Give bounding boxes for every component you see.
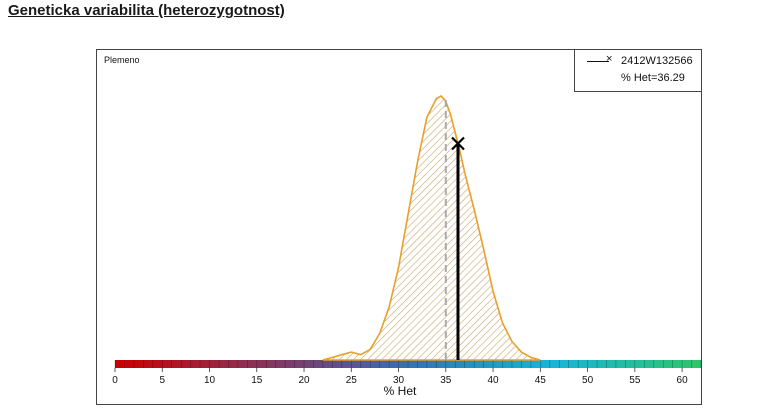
x-tick-label-35: 35 (440, 375, 452, 386)
group-label: Plemeno (104, 55, 140, 65)
density-chart: 0 5 10 15 20 25 30 35 40 45 50 55 60 (112, 94, 701, 386)
color-scale-bar (115, 360, 701, 368)
legend-marker-symbol: × (606, 53, 613, 65)
x-tick-label-50: 50 (582, 375, 594, 386)
x-tick-label-20: 20 (298, 375, 310, 386)
page-title: Geneticka variabilita (heterozygotnost) (8, 2, 285, 19)
x-tick-label-0: 0 (112, 375, 118, 386)
x-tick-label-45: 45 (535, 375, 547, 386)
x-tick-label-30: 30 (393, 375, 405, 386)
legend-sample-value: % Het=36.29 (621, 72, 685, 84)
legend-line-swatch (587, 61, 609, 62)
x-tick-label-40: 40 (488, 375, 500, 386)
sample-marker-cross-b (451, 136, 465, 151)
x-tick-label-55: 55 (629, 375, 641, 386)
chart-legend: × 2412W132566 % Het=36.29 (574, 49, 702, 92)
x-tick-label-5: 5 (159, 375, 165, 386)
legend-sample-name: 2412W132566 (621, 55, 693, 67)
density-series-0 (322, 94, 541, 361)
x-axis-title: % Het (383, 384, 417, 398)
x-tick-label-60: 60 (677, 375, 689, 386)
x-tick-label-10: 10 (204, 375, 216, 386)
chart-frame: 0 5 10 15 20 25 30 35 40 45 50 55 60 (96, 49, 702, 405)
x-tick-label-15: 15 (251, 375, 263, 386)
x-tick-label-25: 25 (346, 375, 358, 386)
